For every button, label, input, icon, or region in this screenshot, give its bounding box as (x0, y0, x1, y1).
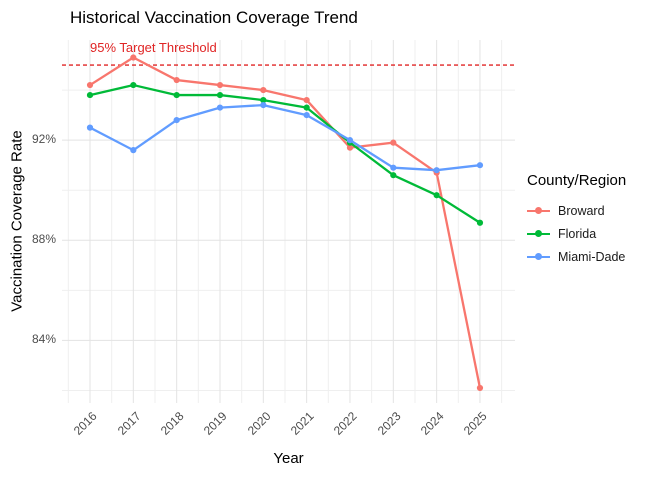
y-axis-title: Vaccination Coverage Rate (8, 130, 26, 312)
point-florida-2017 (130, 81, 137, 89)
legend-item-broward: Broward (527, 199, 626, 222)
legend-item-florida: Florida (527, 222, 626, 245)
point-broward-2017 (130, 54, 137, 61)
point-miami-dade-2017 (130, 147, 137, 154)
legend-label: Broward (558, 203, 605, 218)
point-miami-dade-2021 (303, 112, 310, 119)
gridlines-minor (62, 40, 515, 403)
point-broward-2023 (390, 139, 397, 146)
legend-key-icon (527, 250, 550, 264)
point-florida-2021 (303, 104, 310, 111)
point-broward-2025 (476, 384, 484, 392)
x-axis-title: Year (273, 450, 304, 467)
point-florida-2020 (260, 96, 267, 104)
point-miami-dade-2023 (390, 164, 397, 171)
series-florida (86, 81, 484, 226)
series-broward (86, 54, 484, 392)
point-florida-2025 (476, 219, 484, 226)
series-line (88, 83, 482, 224)
y-tick-88: 88% (31, 232, 56, 247)
point-florida-2016 (86, 91, 94, 99)
point-broward-2016 (86, 81, 94, 89)
x-tick-2025: 2025 (461, 409, 490, 438)
point-broward-2019 (216, 81, 224, 89)
point-broward-2022 (346, 144, 354, 151)
point-miami-dade-2020 (260, 101, 267, 109)
series-line (88, 103, 482, 172)
legend: County/Region Broward Florida Miami-Dade (527, 172, 626, 268)
legend-key-icon (527, 204, 550, 218)
chart-title: Historical Vaccination Coverage Trend (70, 8, 358, 27)
legend-label: Miami-Dade (558, 249, 626, 264)
point-miami-dade-2016 (86, 124, 94, 131)
point-miami-dade-2025 (476, 162, 484, 169)
point-florida-2024 (433, 192, 440, 199)
legend-items: Broward Florida Miami-Dade (527, 199, 626, 268)
y-tick-92: 92% (31, 132, 56, 147)
legend-label: Florida (558, 226, 597, 241)
x-tick-2017: 2017 (114, 409, 144, 438)
x-tick-2020: 2020 (244, 409, 274, 438)
x-tick-2021: 2021 (287, 409, 317, 438)
x-tick-2024: 2024 (417, 409, 447, 438)
series-miami-dade (86, 101, 484, 174)
point-miami-dade-2019 (216, 104, 224, 111)
point-broward-2018 (173, 76, 180, 84)
point-miami-dade-2018 (173, 117, 180, 124)
point-florida-2019 (216, 91, 224, 99)
legend-key-icon (527, 227, 550, 241)
threshold-label: 95% Target Threshold (90, 40, 217, 55)
point-miami-dade-2024 (433, 167, 440, 174)
x-tick-2019: 2019 (201, 409, 230, 438)
x-tick-2018: 2018 (157, 409, 187, 438)
point-broward-2021 (303, 96, 310, 104)
point-florida-2023 (390, 172, 397, 179)
legend-title: County/Region (527, 172, 627, 189)
x-tick-2022: 2022 (331, 409, 360, 438)
point-miami-dade-2022 (346, 137, 354, 144)
point-florida-2018 (173, 91, 180, 99)
series-line (88, 56, 482, 390)
y-tick-84: 84% (31, 332, 56, 347)
x-tick-2023: 2023 (374, 409, 404, 438)
x-tick-2016: 2016 (71, 409, 100, 438)
point-broward-2020 (260, 86, 267, 94)
legend-item-miami-dade: Miami-Dade (527, 245, 626, 268)
